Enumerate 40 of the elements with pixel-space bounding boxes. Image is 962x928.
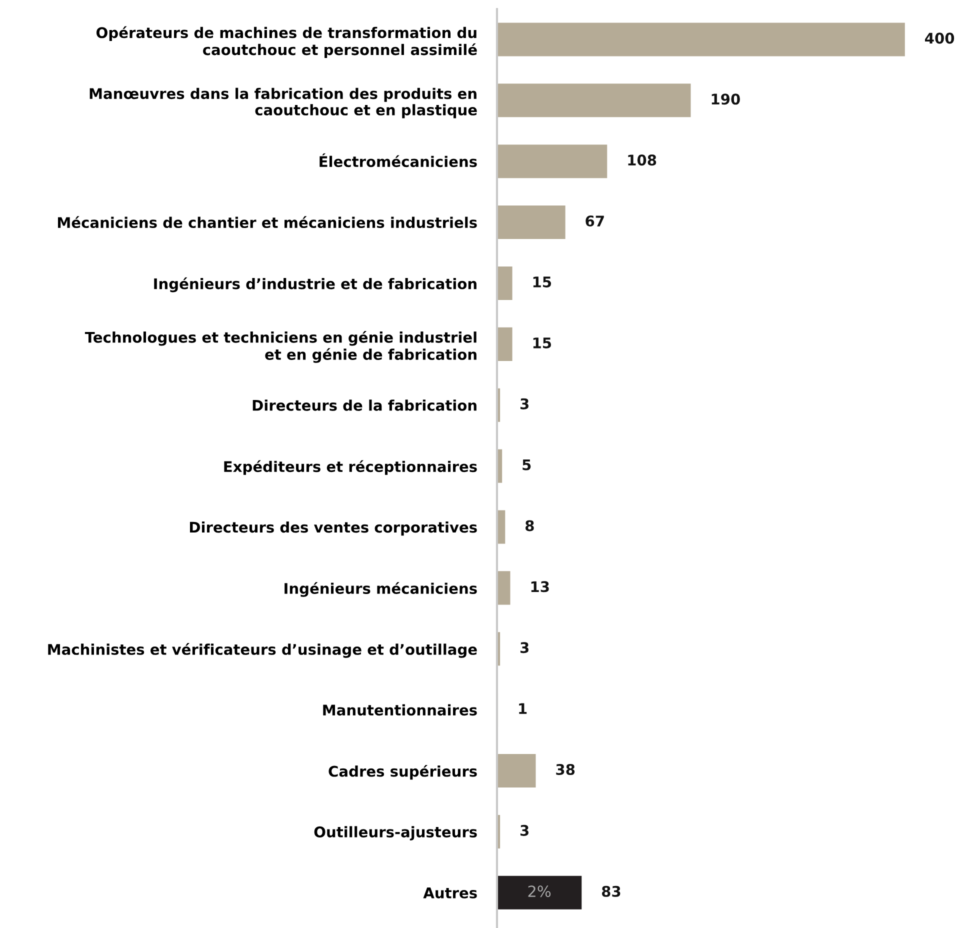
y-tick-label: Manœuvres dans la fabrication des produits en caoutchouc et en plastique bbox=[90, 88, 477, 118]
y-tick-label: Mécaniciens de chantier et mécaniciens industriels bbox=[58, 216, 477, 228]
data-label: 5 bbox=[522, 459, 531, 470]
bar bbox=[497, 876, 582, 910]
data-label: 8 bbox=[525, 520, 534, 532]
data-label: 67 bbox=[586, 216, 604, 227]
data-label: 108 bbox=[628, 154, 656, 166]
bar bbox=[497, 144, 608, 178]
bar bbox=[497, 754, 536, 788]
annotation: 2% bbox=[528, 886, 551, 898]
bar bbox=[497, 22, 905, 56]
y-tick-label: Directeurs des ventes corporatives bbox=[190, 521, 477, 536]
data-label: 38 bbox=[556, 764, 575, 775]
data-label: 15 bbox=[533, 276, 552, 288]
y-tick-label: Cadres supérieurs bbox=[328, 764, 477, 780]
y-tick-label: Expéditeurs et réceptionnaires bbox=[224, 460, 477, 475]
data-label: 400 bbox=[924, 32, 954, 44]
y-tick-label: Ingénieurs d’industrie et de fabrication bbox=[154, 277, 476, 292]
y-tick-label: Technologues et techniciens en génie industriel et en génie de fabrication bbox=[84, 330, 476, 363]
y-tick-label: Machinistes et vérificateurs d’usinage et d’outillage bbox=[48, 643, 477, 658]
data-label: 3 bbox=[520, 398, 528, 410]
data-label: 13 bbox=[531, 581, 549, 592]
bar bbox=[497, 266, 512, 300]
bar bbox=[497, 206, 566, 240]
bar bbox=[497, 327, 512, 361]
data-label: 190 bbox=[712, 94, 740, 105]
y-tick-label: Électromécaniciens bbox=[320, 153, 477, 168]
bar bbox=[497, 571, 510, 605]
y-tick-label: Autres bbox=[423, 888, 477, 898]
y-tick-label: Ingénieurs mécaniciens bbox=[284, 582, 477, 597]
data-label: 1 bbox=[519, 703, 527, 714]
data-label: 3 bbox=[520, 824, 528, 836]
y-tick-label: Directeurs de la fabrication bbox=[252, 400, 476, 411]
y-tick-label: Manutentionnaires bbox=[323, 704, 477, 716]
data-label: 83 bbox=[602, 886, 620, 897]
y-tick-label: Opérateurs de machines de transformation du caoutchouc et personnel assimilé bbox=[96, 26, 477, 58]
data-label: 3 bbox=[520, 642, 528, 654]
data-label: 15 bbox=[533, 338, 552, 348]
bar bbox=[497, 84, 691, 118]
y-tick-label: Outilleurs-ajusteurs bbox=[314, 826, 477, 840]
